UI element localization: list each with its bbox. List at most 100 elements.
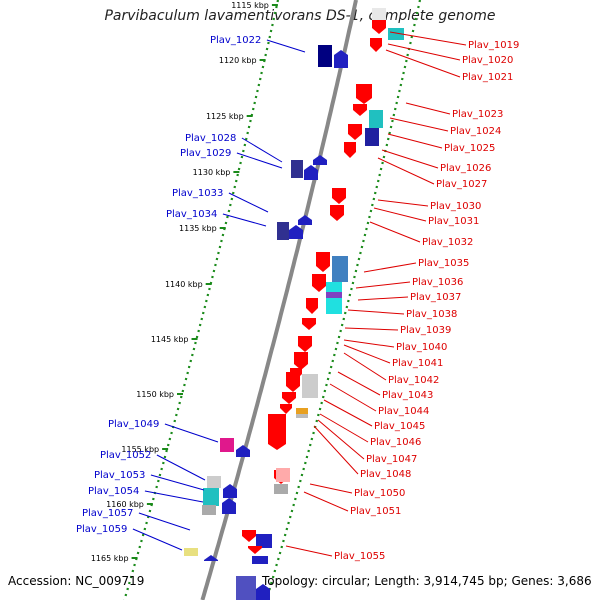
gene-connector (373, 207, 427, 222)
gene-label-Plav_1034: Plav_1034 (166, 209, 217, 220)
accession-text: Accession: NC_009719 (8, 574, 145, 588)
gene-block-plus-shape (268, 414, 286, 450)
gene-connector (132, 528, 183, 551)
gene-label-Plav_1036: Plav_1036 (412, 277, 463, 288)
gene-connector (363, 262, 417, 273)
gene-block-minus-shape (236, 445, 250, 457)
gene-block-plus (286, 372, 300, 392)
kbp-label: 1135 kbp (179, 224, 217, 233)
gene-block-minus-shape (223, 484, 237, 498)
gene-block-minus (236, 576, 256, 600)
gene-block-plus-shape (248, 546, 262, 554)
gene-block-plus-shape (280, 404, 292, 414)
gene-block-plus (296, 408, 308, 414)
gene-connector (150, 474, 205, 491)
gene-block-plus-shape (302, 374, 318, 398)
gene-connector (323, 399, 373, 427)
gene-block-minus (223, 484, 237, 498)
gene-connector (222, 213, 267, 227)
gene-block-minus (207, 476, 221, 488)
gene-label-Plav_1031: Plav_1031 (428, 216, 479, 227)
gene-block-plus (280, 404, 292, 414)
gene-block-plus-shape (369, 110, 383, 128)
gene-label-Plav_1049: Plav_1049 (108, 419, 159, 430)
kbp-label: 1165 kbp (91, 554, 129, 563)
gene-block-minus (291, 160, 303, 178)
gene-label-Plav_1033: Plav_1033 (172, 188, 223, 199)
gene-label-Plav_1032: Plav_1032 (422, 237, 473, 248)
gene-block-minus-shape (298, 215, 312, 225)
gene-block-minus-shape (304, 165, 318, 180)
gene-connector (387, 43, 461, 61)
gene-block-minus-shape (256, 584, 270, 600)
gene-connector (144, 490, 204, 503)
gene-block-minus-shape (277, 222, 289, 240)
right-dotted-track (265, 0, 422, 600)
gene-label-Plav_1054: Plav_1054 (88, 486, 139, 497)
gene-block-plus-shape (372, 20, 386, 34)
gene-connector (385, 49, 461, 78)
gene-label-Plav_1022: Plav_1022 (210, 35, 261, 46)
gene-block-plus-shape (242, 530, 256, 542)
gene-block-minus-shape (220, 438, 234, 452)
gene-connector (313, 425, 359, 475)
gene-block-plus-shape (356, 84, 372, 104)
gene-label-Plav_1020: Plav_1020 (462, 55, 513, 66)
gene-block-plus (306, 298, 318, 314)
gene-block-plus (248, 546, 262, 554)
gene-block-plus-shape (282, 392, 296, 404)
gene-block-plus-shape (332, 188, 346, 204)
kbp-label: 1150 kbp (136, 390, 174, 399)
gene-block-minus (222, 498, 236, 514)
gene-label-Plav_1019: Plav_1019 (468, 40, 519, 51)
gene-label-Plav_1025: Plav_1025 (444, 143, 495, 154)
gene-block-minus (203, 488, 219, 506)
gene-label-Plav_1053: Plav_1053 (94, 470, 145, 481)
gene-block-minus (318, 45, 332, 67)
gene-block-plus (274, 484, 288, 494)
gene-connector (337, 371, 381, 396)
gene-block-plus-shape (256, 534, 272, 548)
gene-block-plus (252, 556, 268, 564)
gene-block-plus-shape (330, 205, 344, 221)
gene-connector (387, 133, 443, 149)
gene-connector (266, 39, 306, 53)
gene-block-minus-shape (222, 498, 236, 514)
gene-label-Plav_1048: Plav_1048 (360, 469, 411, 480)
gene-block-plus-shape (332, 256, 348, 282)
gene-connector (381, 149, 439, 169)
gene-block-plus (344, 142, 356, 158)
kbp-label: 1140 kbp (165, 280, 203, 289)
gene-label-Plav_1038: Plav_1038 (406, 309, 457, 320)
gene-block-minus (202, 505, 216, 515)
gene-label-Plav_1035: Plav_1035 (418, 258, 469, 269)
gene-block-plus (302, 318, 316, 330)
gene-connector (357, 296, 409, 301)
kbp-label: 1160 kbp (106, 500, 144, 509)
gene-block-plus (369, 110, 383, 128)
gene-connector (343, 344, 391, 364)
gene-block-minus (289, 225, 303, 239)
gene-connector (369, 221, 421, 243)
gene-label-Plav_1043: Plav_1043 (382, 390, 433, 401)
gene-block-plus (330, 205, 344, 221)
gene-label-Plav_1021: Plav_1021 (462, 72, 513, 83)
gene-block-plus (332, 188, 346, 204)
gene-block-plus (282, 392, 296, 404)
gene-label-Plav_1045: Plav_1045 (374, 421, 425, 432)
gene-connector (236, 152, 283, 169)
left-dotted-track (123, 0, 280, 600)
gene-connector (329, 383, 377, 412)
gene-block-plus (316, 252, 330, 272)
map-title: Parvibaculum lavamentivorans DS-1, compl… (104, 8, 496, 24)
gene-label-Plav_1037: Plav_1037 (410, 292, 461, 303)
gene-label-Plav_1028: Plav_1028 (185, 133, 236, 144)
gene-block-plus-shape (294, 352, 308, 370)
gene-label-Plav_1023: Plav_1023 (452, 109, 503, 120)
gene-block-minus-shape (334, 50, 348, 68)
gene-label-Plav_1041: Plav_1041 (392, 358, 443, 369)
gene-block-minus-shape (184, 548, 198, 556)
gene-block-minus (204, 555, 218, 561)
gene-block-plus-shape (353, 104, 367, 116)
gene-block-minus (184, 548, 198, 556)
